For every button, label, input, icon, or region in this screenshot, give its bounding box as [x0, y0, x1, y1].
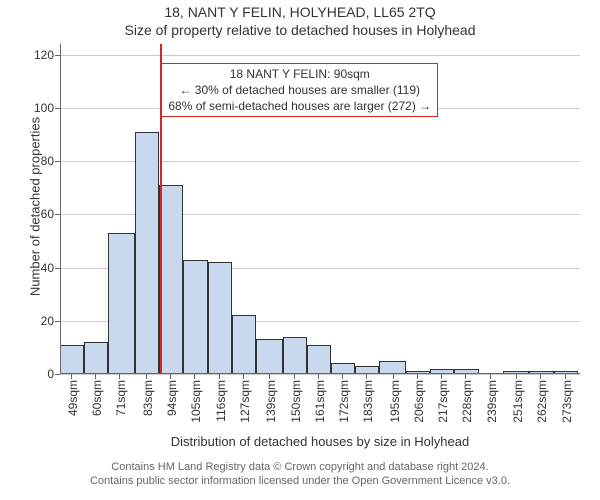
y-tick-label: 40	[41, 261, 60, 275]
histogram-bar	[84, 342, 108, 374]
x-tick-mark	[465, 374, 466, 379]
x-tick-mark	[516, 374, 517, 379]
x-tick-mark	[318, 374, 319, 379]
x-tick-mark	[95, 374, 96, 379]
y-tick-label: 0	[47, 367, 60, 381]
x-tick-mark	[490, 374, 491, 379]
histogram-bar	[379, 361, 405, 374]
histogram-bar	[232, 315, 256, 374]
x-tick-label: 195sqm	[384, 380, 402, 423]
y-axis-label: Number of detached properties	[28, 82, 43, 332]
x-tick-label: 206sqm	[408, 380, 426, 423]
x-tick-label: 105sqm	[185, 380, 203, 423]
chart-subtitle: Size of property relative to detached ho…	[0, 22, 600, 38]
x-tick-label: 172sqm	[333, 380, 351, 423]
histogram-bar	[183, 260, 207, 374]
x-tick-mark	[146, 374, 147, 379]
x-tick-label: 83sqm	[137, 380, 155, 416]
x-tick-label: 150sqm	[285, 380, 303, 423]
histogram-bar	[108, 233, 134, 374]
x-tick-mark	[119, 374, 120, 379]
footer-line-2: Contains public sector information licen…	[0, 474, 600, 488]
x-tick-label: 239sqm	[481, 380, 499, 423]
histogram-bar	[135, 132, 159, 374]
page-title: 18, NANT Y FELIN, HOLYHEAD, LL65 2TQ	[0, 4, 600, 20]
x-tick-label: 49sqm	[62, 380, 80, 416]
y-tick-label: 60	[41, 207, 60, 221]
x-tick-mark	[194, 374, 195, 379]
x-tick-label: 127sqm	[234, 380, 252, 423]
y-tick-label: 20	[41, 314, 60, 328]
gridline	[60, 374, 580, 375]
x-tick-label: 183sqm	[357, 380, 375, 423]
x-tick-mark	[441, 374, 442, 379]
x-tick-mark	[393, 374, 394, 379]
histogram-bar	[283, 337, 307, 374]
x-tick-mark	[71, 374, 72, 379]
chart-container: 18, NANT Y FELIN, HOLYHEAD, LL65 2TQ Siz…	[0, 0, 600, 500]
bottom-axis-line	[60, 373, 580, 374]
x-tick-mark	[170, 374, 171, 379]
histogram-bar	[208, 262, 232, 374]
histogram-bar	[307, 345, 331, 374]
x-tick-label: 217sqm	[432, 380, 450, 423]
x-tick-mark	[417, 374, 418, 379]
x-tick-label: 116sqm	[210, 380, 228, 422]
histogram-bar	[60, 345, 84, 374]
x-tick-mark	[269, 374, 270, 379]
x-tick-label: 262sqm	[531, 380, 549, 423]
x-tick-mark	[540, 374, 541, 379]
annotation-callout: 18 NANT Y FELIN: 90sqm← 30% of detached …	[161, 63, 438, 117]
x-tick-mark	[219, 374, 220, 379]
x-tick-mark	[565, 374, 566, 379]
y-tick-label: 120	[34, 48, 60, 62]
x-tick-label: 60sqm	[86, 380, 104, 416]
x-tick-label: 273sqm	[556, 380, 574, 423]
annotation-line-0: 18 NANT Y FELIN: 90sqm	[168, 66, 431, 82]
annotation-line-1: ← 30% of detached houses are smaller (11…	[168, 82, 431, 98]
x-tick-mark	[342, 374, 343, 379]
left-axis-line	[60, 44, 61, 374]
x-tick-mark	[294, 374, 295, 379]
histogram-bar	[256, 339, 282, 374]
x-tick-label: 139sqm	[260, 380, 278, 423]
annotation-line-2: 68% of semi-detached houses are larger (…	[168, 98, 431, 114]
y-tick-label: 80	[41, 154, 60, 168]
x-tick-label: 251sqm	[507, 380, 525, 423]
x-tick-mark	[243, 374, 244, 379]
histogram-bar	[159, 185, 183, 374]
attribution-footer: Contains HM Land Registry data © Crown c…	[0, 460, 600, 488]
gridline	[60, 55, 580, 56]
x-tick-label: 94sqm	[161, 380, 179, 416]
x-tick-label: 161sqm	[309, 380, 327, 423]
x-tick-mark	[366, 374, 367, 379]
footer-line-1: Contains HM Land Registry data © Crown c…	[0, 460, 600, 474]
x-tick-label: 71sqm	[110, 380, 128, 416]
plot-area: 02040608010012049sqm60sqm71sqm83sqm94sqm…	[60, 44, 580, 374]
x-tick-label: 228sqm	[456, 380, 474, 423]
x-axis-label: Distribution of detached houses by size …	[60, 434, 580, 449]
